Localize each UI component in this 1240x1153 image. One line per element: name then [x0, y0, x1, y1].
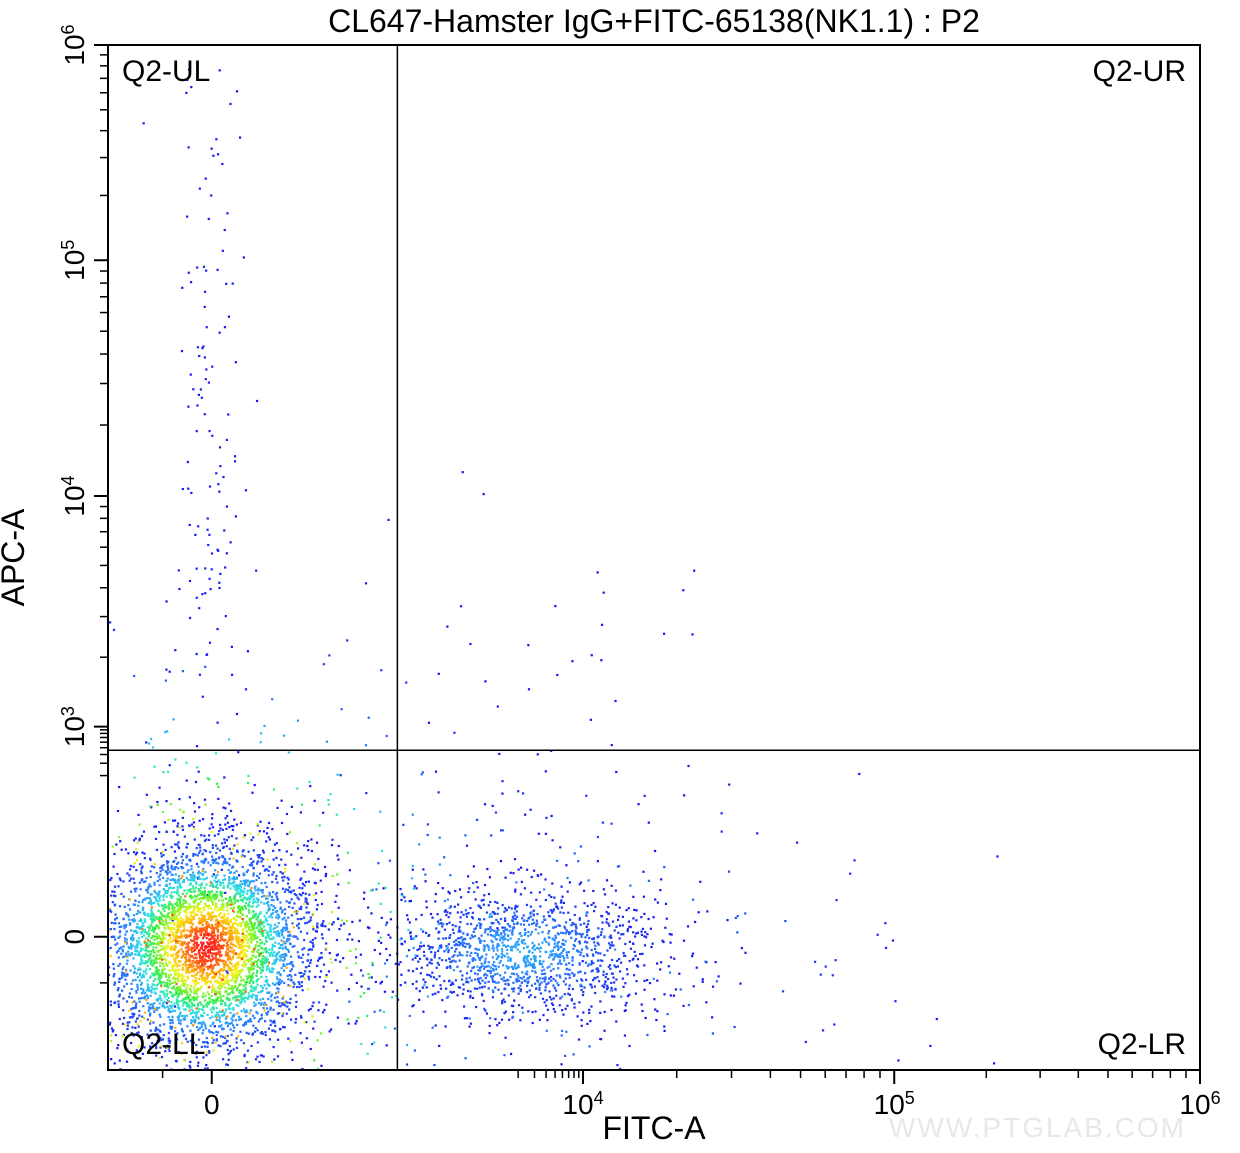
flow-cytometry-chart: Q2-ULQ2-URQ2-LLQ2-LR01041051060103104105… [0, 0, 1240, 1153]
chart-svg: Q2-ULQ2-URQ2-LLQ2-LR01041051060103104105… [0, 0, 1240, 1153]
